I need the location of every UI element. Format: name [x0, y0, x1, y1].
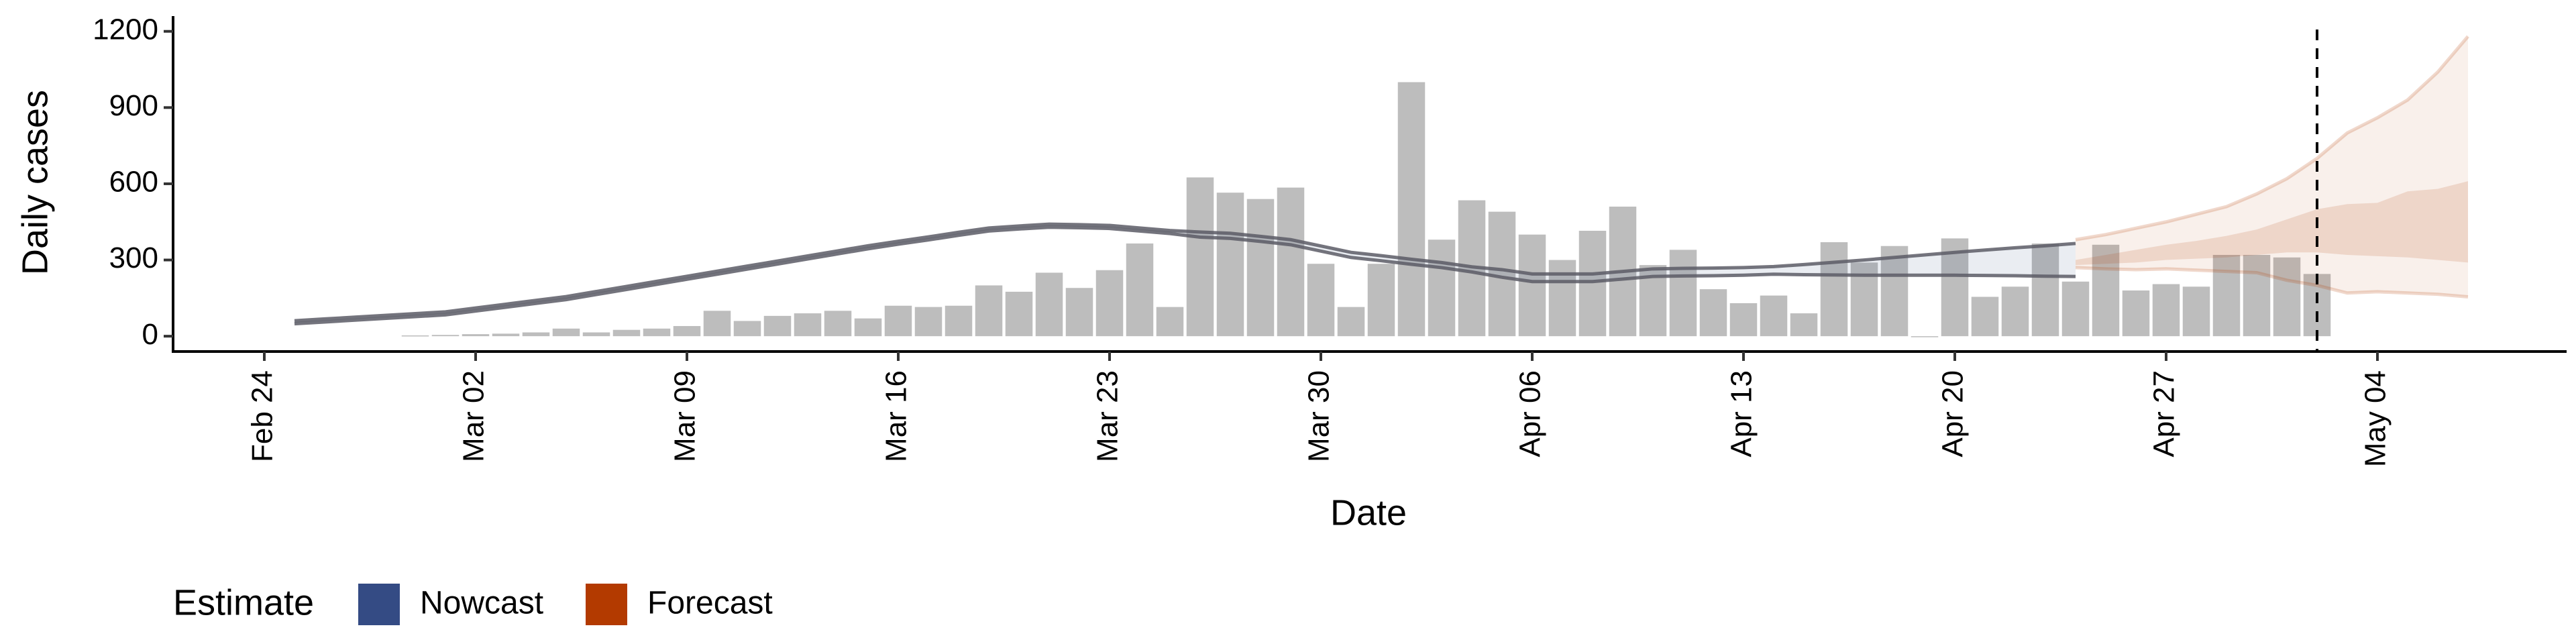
- bar: [1578, 231, 1607, 337]
- bar: [1397, 82, 1426, 337]
- bar: [1880, 246, 1909, 337]
- bar: [2182, 286, 2210, 337]
- band: [2076, 181, 2468, 266]
- bar: [1699, 289, 1727, 337]
- bar: [2031, 243, 2059, 337]
- bar: [975, 285, 1003, 337]
- bar: [462, 334, 490, 337]
- bar: [522, 332, 550, 337]
- bar: [763, 315, 792, 337]
- bar: [1156, 307, 1184, 337]
- bar: [401, 335, 429, 337]
- bar: [2092, 244, 2120, 337]
- bar: [1216, 193, 1244, 337]
- bar: [1035, 272, 1063, 337]
- bar: [1548, 260, 1576, 337]
- bar: [703, 311, 731, 337]
- y-tick-label: 300: [109, 241, 158, 274]
- legend-swatch: [358, 584, 400, 625]
- band-edge: [2075, 266, 2469, 299]
- bar: [2001, 286, 2029, 337]
- x-tick-label: Feb 24: [246, 370, 279, 462]
- bar: [945, 305, 973, 337]
- y-axis-title: Daily cases: [15, 90, 55, 275]
- x-tick-label: Mar 09: [669, 370, 702, 462]
- bar: [914, 307, 943, 337]
- y-tick-label: 1200: [93, 13, 158, 46]
- bar: [2152, 284, 2180, 337]
- y-tick-label: 0: [142, 318, 158, 351]
- y-tick-label: 600: [109, 166, 158, 199]
- bar: [1669, 250, 1697, 337]
- band: [2076, 36, 2468, 297]
- band-edge: [294, 222, 2076, 323]
- bar: [1518, 234, 1546, 337]
- bar: [854, 318, 882, 337]
- bar: [643, 328, 671, 337]
- x-tick-label: May 04: [2359, 370, 2392, 467]
- legend-swatch: [586, 584, 627, 625]
- legend-title: Estimate: [173, 582, 314, 623]
- bar: [431, 335, 460, 337]
- bar: [552, 328, 580, 337]
- bar: [673, 326, 701, 337]
- x-tick-label: Apr 27: [2148, 370, 2181, 458]
- x-tick-label: Apr 13: [1725, 370, 1758, 458]
- bar: [1971, 297, 1999, 337]
- bar: [2061, 281, 2090, 337]
- bar: [582, 332, 610, 337]
- bar: [1005, 291, 1033, 337]
- bar: [1065, 288, 1093, 337]
- bar: [1367, 264, 1395, 337]
- bar: [1186, 177, 1214, 337]
- bar: [1760, 295, 1788, 337]
- bar: [492, 333, 520, 337]
- bar: [1246, 199, 1275, 337]
- x-axis-title: Date: [1330, 492, 1407, 533]
- x-tick-label: Apr 06: [1514, 370, 1547, 458]
- bar: [1820, 242, 1848, 337]
- bar: [2273, 257, 2301, 337]
- y-tick-label: 900: [109, 89, 158, 122]
- bar: [1307, 264, 1335, 337]
- bar: [1729, 303, 1758, 337]
- x-tick-label: Mar 30: [1303, 370, 1336, 462]
- legend-label: Nowcast: [420, 586, 543, 621]
- x-tick-label: Mar 23: [1091, 370, 1124, 462]
- bar: [1428, 239, 1456, 337]
- bar: [1337, 307, 1365, 337]
- bar: [2212, 254, 2241, 337]
- bar: [1790, 313, 1818, 337]
- bar: [794, 313, 822, 337]
- bar: [2122, 290, 2150, 337]
- bar: [824, 311, 852, 337]
- bar: [1095, 270, 1124, 337]
- bar: [1126, 243, 1154, 337]
- band-edge: [294, 225, 2076, 326]
- bar: [2243, 254, 2271, 337]
- x-tick-label: Mar 02: [458, 370, 490, 462]
- x-tick-label: Mar 16: [880, 370, 913, 462]
- bar: [884, 305, 912, 337]
- bar: [1911, 336, 1939, 337]
- x-tick-label: Apr 20: [1937, 370, 1970, 458]
- legend-label: Forecast: [647, 586, 773, 621]
- band-edge: [2075, 35, 2469, 241]
- bar: [733, 321, 761, 337]
- bar: [612, 329, 641, 337]
- bar: [1277, 187, 1305, 337]
